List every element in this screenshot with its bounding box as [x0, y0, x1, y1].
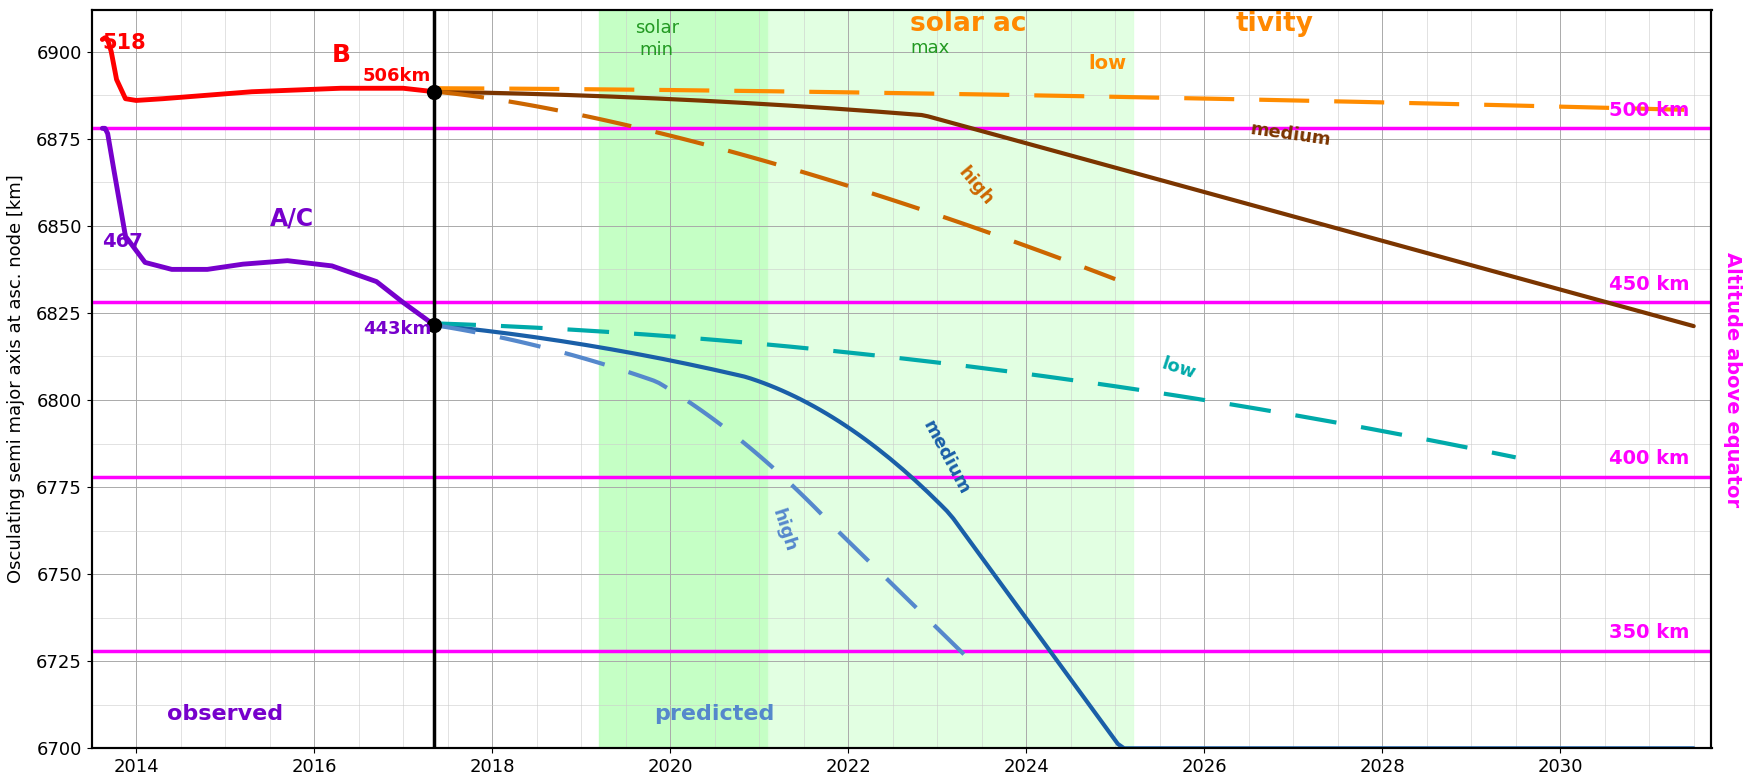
Text: high: high: [954, 164, 996, 209]
Text: solar ac: solar ac: [911, 11, 1026, 37]
Y-axis label: Osculating semi major axis at asc. node [km]: Osculating semi major axis at asc. node …: [7, 175, 24, 583]
Text: medium: medium: [1248, 121, 1330, 150]
Text: 450 km: 450 km: [1608, 275, 1689, 294]
Text: tivity: tivity: [1234, 11, 1313, 37]
Text: predicted: predicted: [654, 705, 774, 724]
Text: 467: 467: [103, 232, 143, 251]
Text: 443km: 443km: [364, 319, 432, 337]
Text: 518: 518: [103, 33, 145, 53]
Text: 400 km: 400 km: [1608, 449, 1689, 468]
Text: 506km: 506km: [364, 67, 432, 85]
Text: low: low: [1087, 54, 1126, 73]
Text: 350 km: 350 km: [1608, 623, 1689, 642]
Text: high: high: [767, 506, 799, 554]
Text: low: low: [1159, 355, 1197, 383]
Bar: [598, 10, 767, 749]
Text: min: min: [640, 41, 673, 60]
Text: medium: medium: [919, 418, 974, 498]
Text: solar: solar: [635, 19, 678, 37]
Text: max: max: [911, 39, 949, 57]
Text: A/C: A/C: [269, 207, 313, 231]
Text: 500 km: 500 km: [1608, 100, 1689, 120]
Bar: [767, 10, 1133, 749]
Text: B: B: [332, 43, 351, 67]
Text: observed: observed: [168, 705, 283, 724]
Y-axis label: Altitude above equator: Altitude above equator: [1722, 251, 1741, 507]
